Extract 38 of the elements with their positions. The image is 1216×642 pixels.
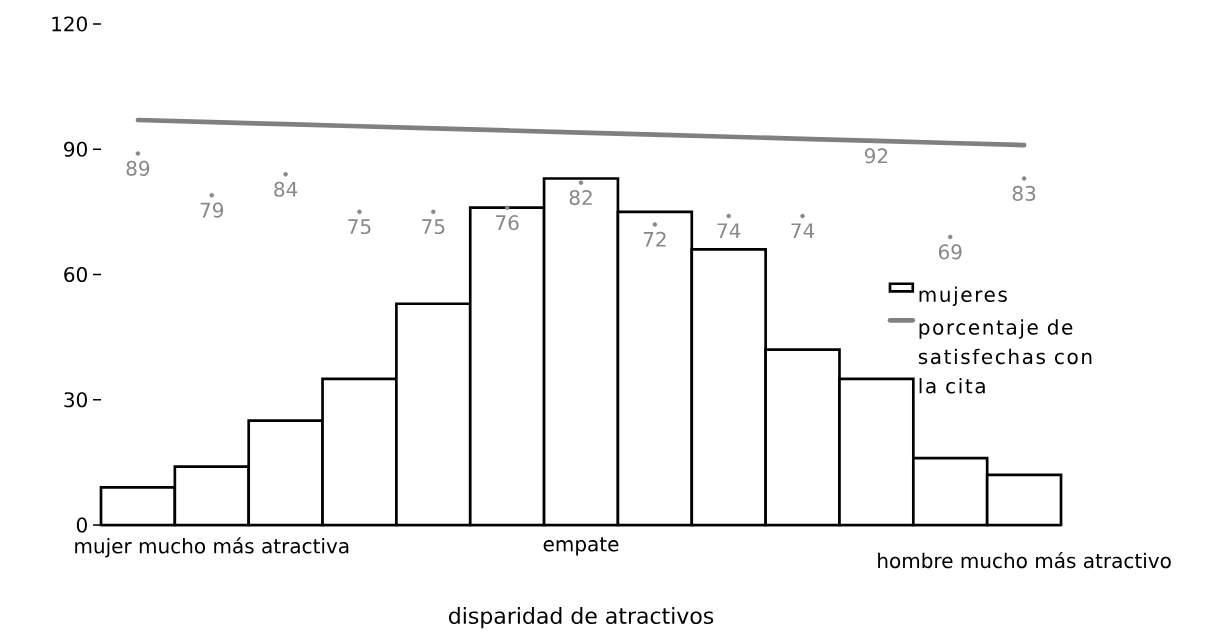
- data-label: 75: [422, 219, 445, 235]
- x-tick-label: empate: [543, 537, 619, 556]
- data-label: 74: [791, 223, 815, 238]
- point: [947, 234, 953, 240]
- y-tick-label: 0: [76, 517, 87, 533]
- y-tick-label: 30: [64, 392, 87, 408]
- data-label: 74: [717, 223, 741, 238]
- data-label: 83: [1012, 185, 1036, 201]
- line-series: [135, 117, 1027, 148]
- legend-label: porcentaje de satisfechas con la cita: [918, 319, 1092, 394]
- data-label: 92: [864, 148, 888, 164]
- point: [283, 172, 288, 177]
- data-label: 89: [126, 160, 150, 176]
- point: [726, 213, 731, 219]
- point: [135, 151, 141, 156]
- x-tick-label: hombre mucho más atractivo: [878, 551, 1171, 569]
- data-label: 79: [200, 202, 224, 218]
- point: [357, 209, 362, 215]
- point: [800, 213, 805, 219]
- data-label: 69: [938, 244, 962, 260]
- point: [431, 209, 436, 215]
- legend-label: mujeres: [919, 286, 1007, 306]
- data-label: 76: [496, 215, 519, 231]
- point: [652, 222, 658, 227]
- data-label: 75: [348, 219, 371, 235]
- point: [504, 205, 510, 210]
- y-tick-label: 120: [52, 16, 87, 32]
- point: [874, 138, 879, 144]
- x-tick-label: mujer mucho más atractiva: [75, 537, 349, 558]
- point: [578, 180, 584, 185]
- y-tick-label: 60: [64, 266, 87, 283]
- data-label: 82: [569, 190, 592, 206]
- point: [209, 192, 215, 198]
- x-axis-title: disparidad de atractivos: [449, 607, 714, 629]
- data-label: 84: [274, 181, 298, 197]
- data-label: 72: [643, 231, 666, 247]
- point: [1021, 176, 1027, 181]
- y-tick-label: 90: [64, 141, 87, 157]
